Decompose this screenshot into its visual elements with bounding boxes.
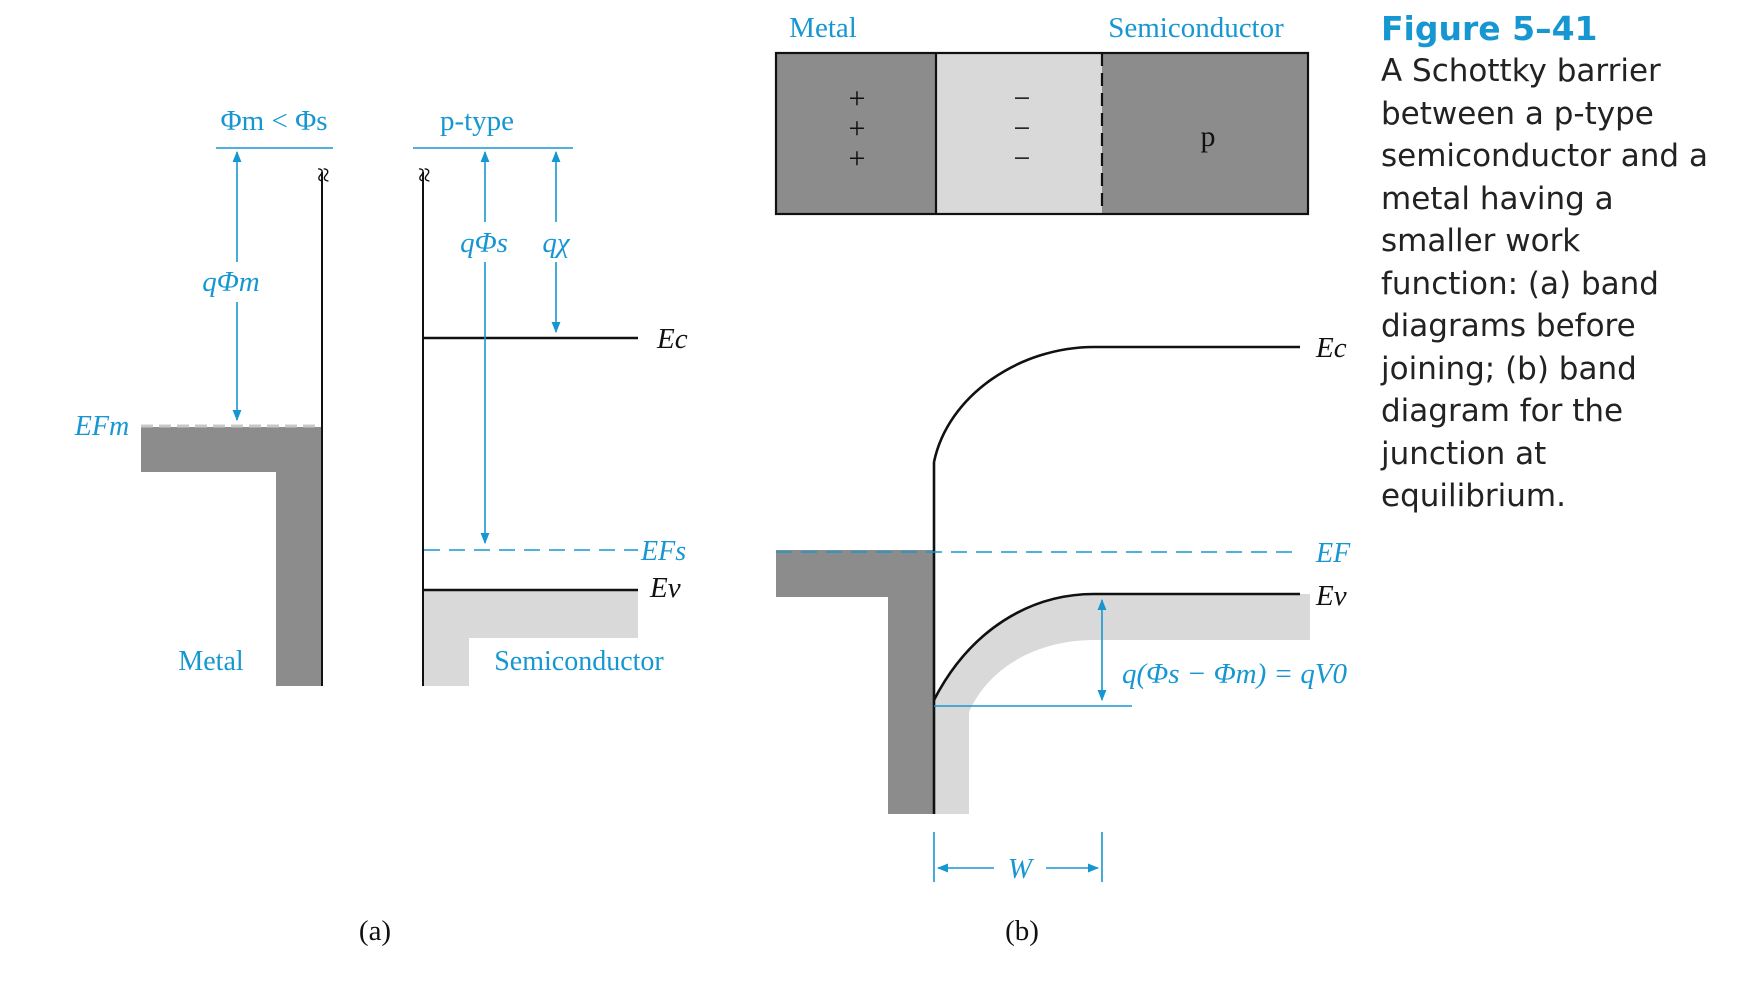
p-region [1102,53,1308,214]
semiconductor-break-symbol: ≈ [408,167,439,182]
metal-region [776,53,936,214]
semiconductor-valence-block [424,590,638,686]
metal-label: Metal [178,646,244,677]
positive-charge: + [849,142,866,175]
efs-label: EFs [640,536,686,567]
depletion-width-label: W [1008,853,1035,885]
p-region-label: p [1201,120,1216,153]
charge-distribution-bar: + + + − − − p [774,51,1310,216]
ec-label-b: Ec [1315,332,1347,364]
semiconductor-header: Semiconductor [1108,12,1284,44]
ev-label-b: Ev [1315,580,1347,612]
q-phi-m-label: qΦm [202,266,260,298]
figure-title: Figure 5–41 [1381,9,1598,48]
efm-label: EFm [74,411,129,442]
depletion-region [936,53,1102,214]
positive-charge: + [849,112,866,145]
metal-band-block [141,427,322,686]
semiconductor-label-a: Semiconductor [494,646,664,677]
negative-charge: − [1014,112,1031,145]
barrier-height-label: q(Φs − Φm) = qV0 [1122,658,1348,690]
metal-band-block-b [776,550,934,814]
ec-label-a: Ec [656,323,688,355]
metal-header: Metal [789,12,857,44]
figure-caption: Figure 5–41 A Schottky barrier between a… [1381,8,1711,518]
charge-bar-outline [774,51,1310,216]
ef-label-b: EF [1315,538,1351,569]
conduction-band-edge-b [932,345,1300,463]
ev-label-a: Ev [649,572,681,604]
positive-charge: + [849,82,866,115]
figure-caption-text: A Schottky barrier between a p-type semi… [1381,53,1708,514]
panel-a-label: (a) [359,915,391,947]
q-phi-s-label: qΦs [460,227,508,259]
valence-band-edge-b [932,592,1300,701]
panel-b-label: (b) [1005,915,1039,947]
semiconductor-type-label: p-type [440,105,514,137]
panel-a: Φm < Φs p-type ≈ qΦm EFm Metal ≈ Ec EFs … [74,105,688,947]
semiconductor-valence-region-b [934,594,1310,814]
panel-b: Metal Semiconductor + + + − − − p Ec [774,12,1351,947]
negative-charge: − [1014,142,1031,175]
negative-charge: − [1014,82,1031,115]
work-function-condition: Φm < Φs [220,105,327,137]
q-chi-label: qχ [542,227,571,259]
metal-break-symbol: ≈ [307,167,338,182]
